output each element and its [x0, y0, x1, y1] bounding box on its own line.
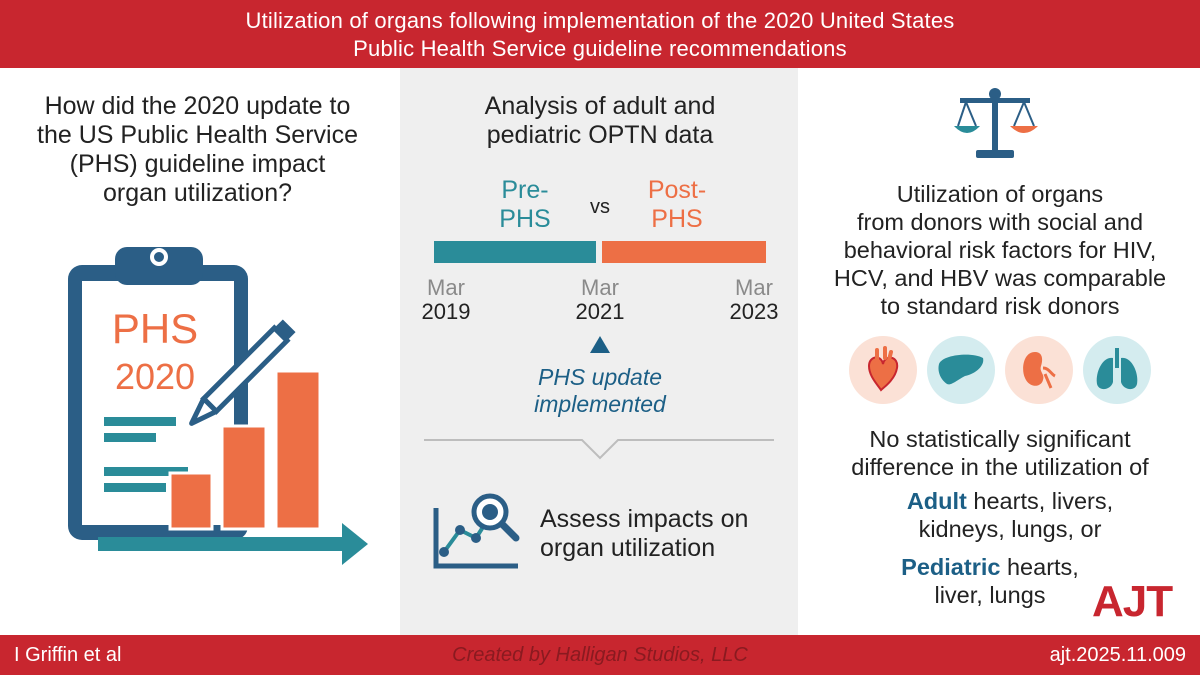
assess-line: Assess impacts on: [540, 505, 749, 533]
studio-credit: Created by Halligan Studios, LLC: [452, 644, 748, 666]
clipboard-phs-text: PHS: [111, 305, 199, 352]
finding-text: Utilization of organs from donors with s…: [810, 180, 1190, 320]
title-line-1: Utilization of organs following implemen…: [245, 8, 955, 33]
timeline-year: 2021: [575, 299, 625, 324]
bar-small-icon: [168, 471, 214, 531]
no-difference-text: No statistically significant difference …: [810, 425, 1190, 481]
section-divider: [424, 439, 774, 460]
finding-line: Utilization of organs: [896, 181, 1104, 207]
vs-label: vs: [590, 196, 610, 218]
pre-phs-timeline-bar: [434, 241, 596, 263]
analysis-line: pediatric OPTN data: [486, 121, 714, 149]
adult-line-2: kidneys, lungs, or: [918, 516, 1102, 542]
no-difference-line: No statistically significant: [869, 426, 1131, 452]
question-line: the US Public Health Service: [37, 121, 358, 149]
question-line: organ utilization?: [102, 179, 292, 207]
finding-line: behavioral risk factors for HIV,: [843, 237, 1157, 263]
trend-arrow-icon: [98, 537, 350, 551]
timeline-year: 2023: [729, 299, 779, 324]
pediatric-label: Pediatric: [901, 554, 1001, 580]
post-phs-timeline-bar: [602, 241, 766, 263]
pediatric-line-2: liver, lungs: [934, 582, 1046, 608]
research-question: How did the 2020 update to the US Public…: [20, 92, 375, 208]
question-line: How did the 2020 update to: [44, 92, 351, 120]
phs-update-label: PHS update implemented: [470, 364, 730, 418]
lungs-icon: [1083, 336, 1151, 404]
pediatric-line-1: Pediatric hearts,: [870, 553, 1110, 581]
analysis-line: Analysis of adult and: [484, 92, 716, 120]
pre-phs-label: Pre- PHS: [470, 176, 580, 234]
assess-text: Assess impacts on organ utilization: [540, 505, 790, 563]
adult-organs-text: Adult hearts, livers, kidneys, lungs, or: [870, 487, 1150, 543]
magnifier-chart-icon: [433, 493, 520, 569]
timeline-month: Mar: [427, 275, 465, 300]
post-phs-line: Post-: [647, 176, 707, 204]
journal-logo: AJT: [1092, 577, 1173, 626]
finding-line: to standard risk donors: [880, 293, 1120, 319]
timeline-year: 2019: [421, 299, 471, 324]
pre-phs-line: PHS: [499, 205, 551, 233]
question-line: (PHS) guideline impact: [69, 150, 326, 178]
pre-phs-line: Pre-: [501, 176, 549, 204]
finding-line: HCV, and HBV was comparable: [833, 265, 1167, 291]
title-line-2: Public Health Service guideline recommen…: [353, 36, 847, 61]
no-difference-line: difference in the utilization of: [851, 454, 1149, 480]
bar-tall-icon: [274, 369, 322, 531]
adult-organs-part: hearts, livers,: [966, 488, 1114, 514]
adult-line-1: Adult hearts, livers,: [870, 487, 1150, 515]
clipboard-year-text: 2020: [114, 356, 196, 397]
footer-banner: I Griffin et al Created by Halligan Stud…: [0, 635, 1200, 675]
header-banner: Utilization of organs following implemen…: [0, 0, 1200, 68]
article-doi: ajt.2025.11.009: [1049, 644, 1186, 666]
post-phs-label: Post- PHS: [622, 176, 732, 234]
analysis-heading: Analysis of adult and pediatric OPTN dat…: [400, 92, 800, 150]
bar-medium-icon: [220, 424, 268, 531]
kidney-icon: [1005, 336, 1073, 404]
timeline-month: Mar: [581, 275, 619, 300]
liver-icon: [927, 336, 995, 404]
pediatric-organs-text: Pediatric hearts, liver, lungs: [870, 553, 1110, 609]
phs-update-line: PHS update: [537, 364, 663, 390]
timeline-month: Mar: [735, 275, 773, 300]
heart-icon: [849, 336, 917, 404]
scales-icon: [954, 88, 1038, 158]
pencil-icon: [189, 319, 296, 426]
adult-label: Adult: [906, 488, 967, 514]
post-phs-line: PHS: [651, 205, 703, 233]
up-arrow-icon: [590, 336, 610, 353]
phs-update-line: implemented: [534, 391, 666, 417]
assess-line: organ utilization: [540, 534, 716, 562]
finding-line: from donors with social and: [856, 209, 1144, 235]
pediatric-organs-part: hearts,: [1000, 554, 1079, 580]
author-credit: I Griffin et al: [14, 644, 122, 666]
clipboard-illustration: [68, 247, 368, 565]
